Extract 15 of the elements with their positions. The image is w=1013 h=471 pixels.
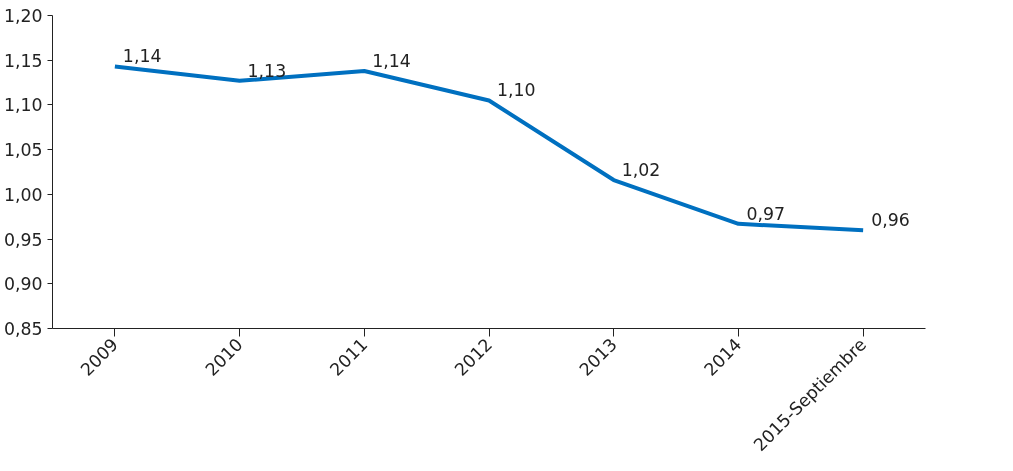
data-label: 1,10 bbox=[497, 80, 536, 101]
y-tick-label: 1,10 bbox=[3, 95, 43, 116]
data-label: 0,97 bbox=[746, 203, 786, 224]
y-tick-label: 1,20 bbox=[3, 6, 43, 26]
y-tick-label: 1,00 bbox=[3, 184, 43, 205]
data-label: 1,14 bbox=[372, 50, 411, 71]
y-tick-label: 0,90 bbox=[3, 274, 43, 295]
data-label: 0,96 bbox=[871, 210, 910, 231]
data-label: 1,14 bbox=[122, 46, 162, 67]
data-label: 1,13 bbox=[247, 60, 287, 81]
y-tick-label: 1,05 bbox=[3, 140, 43, 161]
y-tick-label: 0,95 bbox=[3, 229, 43, 250]
y-tick-label: 0,85 bbox=[3, 319, 43, 339]
y-tick-label: 1,15 bbox=[3, 50, 43, 71]
data-label: 1,02 bbox=[621, 160, 661, 181]
